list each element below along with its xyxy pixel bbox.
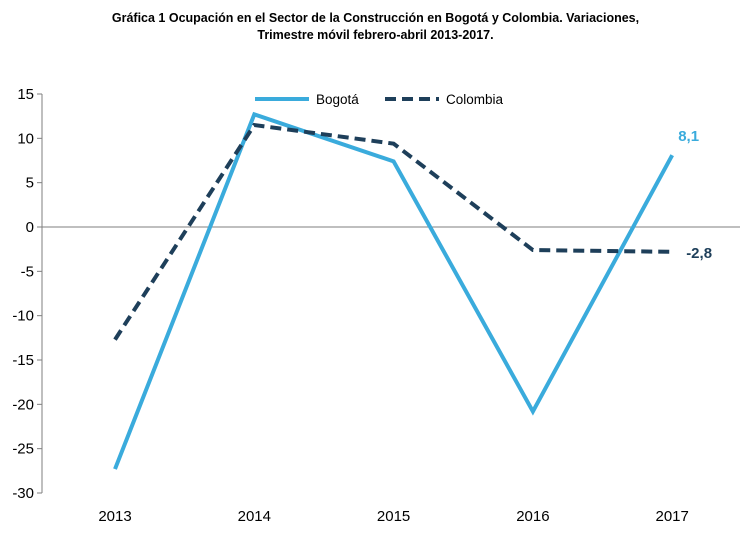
legend: Bogotá Colombia bbox=[255, 92, 504, 107]
data-labels: 8,1 -2,8 bbox=[678, 128, 712, 262]
y-tick-label: -20 bbox=[12, 396, 34, 413]
chart-title-line-2: Trimestre móvil febrero-abril 2013-2017. bbox=[257, 28, 494, 42]
data-label: 8,1 bbox=[678, 128, 699, 145]
y-axis-ticks: 15 10 5 0 -5 -10 -15 -20 -25 -30 bbox=[12, 86, 42, 502]
x-tick-label: 2016 bbox=[516, 508, 549, 525]
legend-label: Colombia bbox=[446, 92, 504, 107]
y-tick-label: 5 bbox=[26, 175, 34, 192]
y-tick-label: -15 bbox=[12, 352, 34, 369]
y-tick-label: -30 bbox=[12, 485, 34, 502]
axes bbox=[41, 94, 740, 493]
x-tick-label: 2017 bbox=[656, 508, 689, 525]
y-tick-label: 10 bbox=[17, 130, 34, 147]
x-tick-label: 2014 bbox=[238, 508, 271, 525]
series-line-bogot- bbox=[113, 111, 674, 470]
data-label: -2,8 bbox=[686, 245, 712, 262]
x-tick-label: 2015 bbox=[377, 508, 410, 525]
x-tick-label: 2013 bbox=[98, 508, 131, 525]
series-lines bbox=[113, 111, 674, 470]
chart-title-line-1: Gráfica 1 Ocupación en el Sector de la C… bbox=[111, 11, 640, 25]
chart-title: Gráfica 1 Ocupación en el Sector de la C… bbox=[0, 10, 751, 44]
legend-label: Bogotá bbox=[316, 92, 359, 107]
y-tick-label: 15 bbox=[17, 86, 34, 103]
y-tick-label: -25 bbox=[12, 441, 34, 458]
y-tick-label: 0 bbox=[26, 219, 34, 236]
x-axis-ticks: 2013 2014 2015 2016 2017 bbox=[98, 508, 689, 525]
y-tick-label: -10 bbox=[12, 308, 34, 325]
y-tick-label: -5 bbox=[21, 263, 34, 280]
